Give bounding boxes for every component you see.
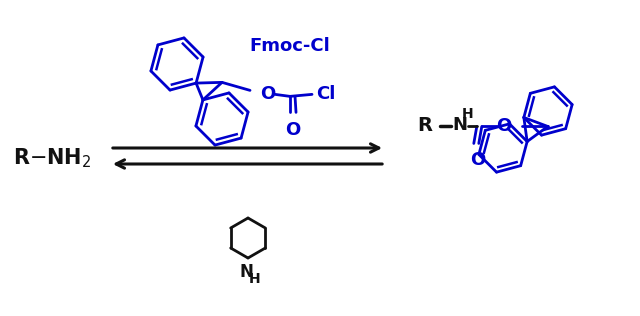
Text: Fmoc-Cl: Fmoc-Cl — [250, 37, 330, 55]
Text: R$-$NH$_2$: R$-$NH$_2$ — [13, 146, 91, 170]
Text: O: O — [496, 118, 511, 136]
Text: N: N — [452, 116, 467, 134]
Text: O: O — [470, 151, 485, 169]
Text: R: R — [417, 116, 432, 135]
Text: O: O — [285, 121, 301, 139]
Text: N: N — [239, 263, 253, 281]
Text: O: O — [260, 85, 276, 103]
Text: Cl: Cl — [316, 85, 335, 103]
Text: H: H — [462, 107, 474, 121]
Text: H: H — [249, 272, 261, 286]
